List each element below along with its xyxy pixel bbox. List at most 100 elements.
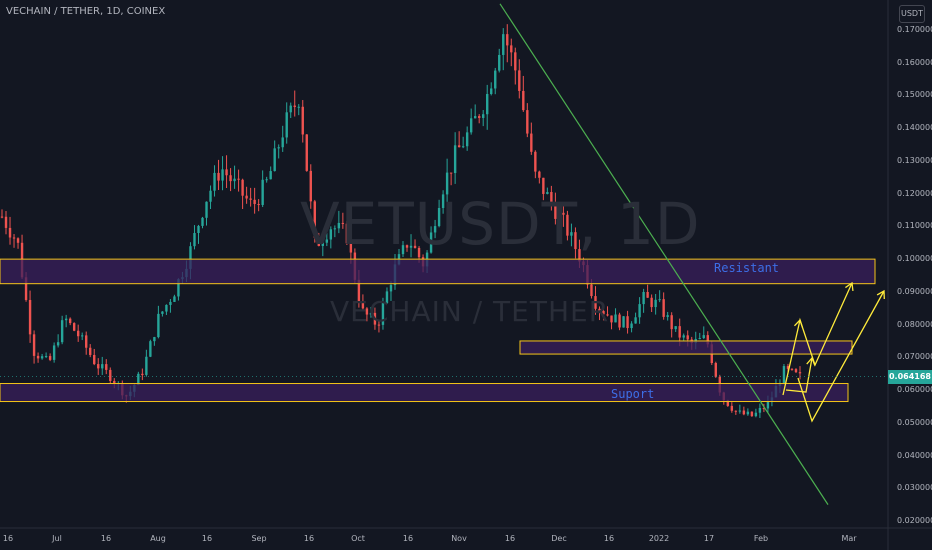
candle-body	[409, 245, 413, 248]
candle-body	[265, 179, 268, 181]
candle-body	[742, 410, 746, 415]
candle-body	[297, 106, 300, 108]
candle-body	[68, 318, 72, 324]
resistance-zone	[0, 258, 876, 285]
candle-body	[566, 214, 569, 236]
candle-body	[534, 151, 537, 172]
candle-body	[141, 373, 144, 375]
candle-body	[261, 179, 264, 205]
y-tick-label: 0.140000	[897, 123, 932, 133]
arrowhead-mid	[793, 318, 804, 328]
candle-body	[766, 401, 770, 409]
x-tick-label: Sep	[251, 534, 267, 543]
candle-body	[273, 148, 276, 172]
candle-body	[269, 171, 272, 180]
candle-body	[137, 373, 140, 385]
candle-body	[193, 233, 196, 247]
candle-body	[249, 198, 252, 200]
candle-body	[750, 411, 754, 417]
candle-body	[758, 407, 762, 413]
y-tick-label: 0.080000	[897, 319, 932, 329]
candle-body	[189, 246, 192, 269]
candle-body	[465, 132, 469, 147]
candle-body	[76, 330, 80, 337]
y-tick-label: 0.120000	[897, 188, 932, 198]
suport-label: Suport	[611, 387, 655, 401]
candle-body	[714, 363, 717, 377]
candle-body	[574, 232, 577, 250]
candle-body	[401, 245, 405, 255]
candle-body	[309, 170, 312, 202]
candle-body	[209, 190, 212, 202]
mid-zone	[519, 340, 853, 355]
candle-body	[417, 247, 421, 258]
candle-body	[782, 366, 786, 384]
candle-body	[177, 279, 180, 297]
candle-body	[682, 335, 685, 338]
candle-body	[12, 237, 16, 239]
candle-body	[24, 277, 28, 300]
candle-body	[229, 175, 232, 182]
x-tick-label: 16	[100, 534, 112, 543]
candle-body	[630, 323, 633, 329]
candle-body	[64, 318, 68, 321]
x-tick-label: Dec	[551, 534, 567, 543]
candle-body	[502, 34, 505, 55]
candle-body	[457, 145, 461, 148]
candle-body	[333, 228, 337, 230]
candle-body	[794, 369, 798, 373]
candle-body	[317, 237, 320, 246]
candle-body	[0, 216, 4, 218]
candle-body	[173, 296, 176, 302]
candle-body	[526, 110, 529, 134]
candle-body	[205, 201, 208, 218]
y-tick-label: 0.060000	[897, 385, 932, 395]
candle-body	[449, 172, 453, 174]
candle-body	[650, 297, 653, 308]
arrowhead-long	[876, 289, 885, 300]
candle-body	[646, 291, 649, 298]
candle-body	[285, 112, 288, 138]
candle-body	[662, 299, 665, 317]
candle-body	[101, 364, 104, 369]
candle-body	[381, 303, 385, 325]
candle-body	[570, 232, 573, 236]
candle-body	[538, 171, 541, 178]
support-zone	[0, 383, 849, 403]
candle-body	[798, 372, 802, 374]
candle-body	[365, 308, 369, 315]
x-tick-label: 16	[402, 534, 414, 543]
x-tick-label: 2022	[648, 534, 670, 543]
x-tick-label: Aug	[150, 534, 166, 543]
candle-body	[518, 70, 521, 91]
candle-body	[389, 285, 393, 292]
projection-arrow-short	[785, 357, 813, 393]
candle-body	[506, 34, 509, 46]
candle-body	[437, 208, 441, 227]
candle-body	[490, 88, 493, 95]
x-tick-label: 16	[2, 534, 14, 543]
candle-body	[678, 326, 681, 338]
candle-body	[169, 301, 172, 305]
candle-body	[281, 137, 284, 148]
candle-body	[590, 284, 593, 297]
candle-body	[738, 410, 742, 412]
candle-body	[161, 311, 164, 314]
downtrend-line	[499, 3, 829, 505]
candle-body	[618, 314, 621, 328]
y-tick-label: 0.110000	[897, 221, 932, 231]
watermark-pair: VECHAIN / TETHER	[330, 295, 610, 328]
candle-body	[321, 242, 325, 246]
currency-unit-button[interactable]: USDT	[899, 5, 925, 23]
candle-body	[241, 179, 244, 196]
candle-body	[225, 169, 228, 176]
candle-body	[237, 178, 240, 180]
candle-body	[257, 204, 260, 206]
x-tick-label: 16	[303, 534, 315, 543]
candle-body	[213, 172, 216, 191]
candle-body	[349, 243, 353, 253]
candle-body	[514, 52, 517, 71]
candle-body	[345, 223, 349, 244]
candle-body	[109, 369, 112, 381]
